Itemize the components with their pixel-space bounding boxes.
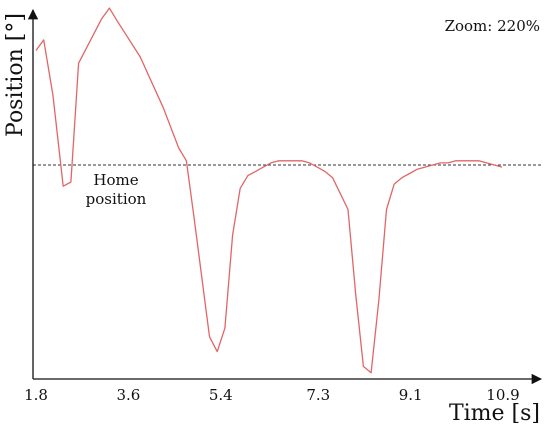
x-tick-label: 9.1 (399, 386, 423, 404)
home-position-label: Home position (86, 171, 147, 208)
home-position-label-line: Home (93, 171, 138, 189)
x-tick-labels: 1.8 3.6 5.4 7.3 9.1 10.9 (24, 386, 520, 404)
x-tick-label: 3.6 (116, 386, 140, 404)
y-axis-label: Position [°] (3, 13, 28, 137)
x-tick-label: 7.3 (306, 386, 330, 404)
chart-marks (33, 7, 541, 374)
home-position-label-line: position (86, 190, 147, 208)
x-tick-label: 5.4 (209, 386, 233, 404)
x-axis-label: Time [s] (449, 401, 540, 426)
x-tick-label: 1.8 (24, 386, 48, 404)
position-series-line (35, 7, 503, 374)
x-tick-label: 10.9 (486, 386, 519, 404)
zoom-readout: Zoom: 220% (444, 17, 540, 35)
